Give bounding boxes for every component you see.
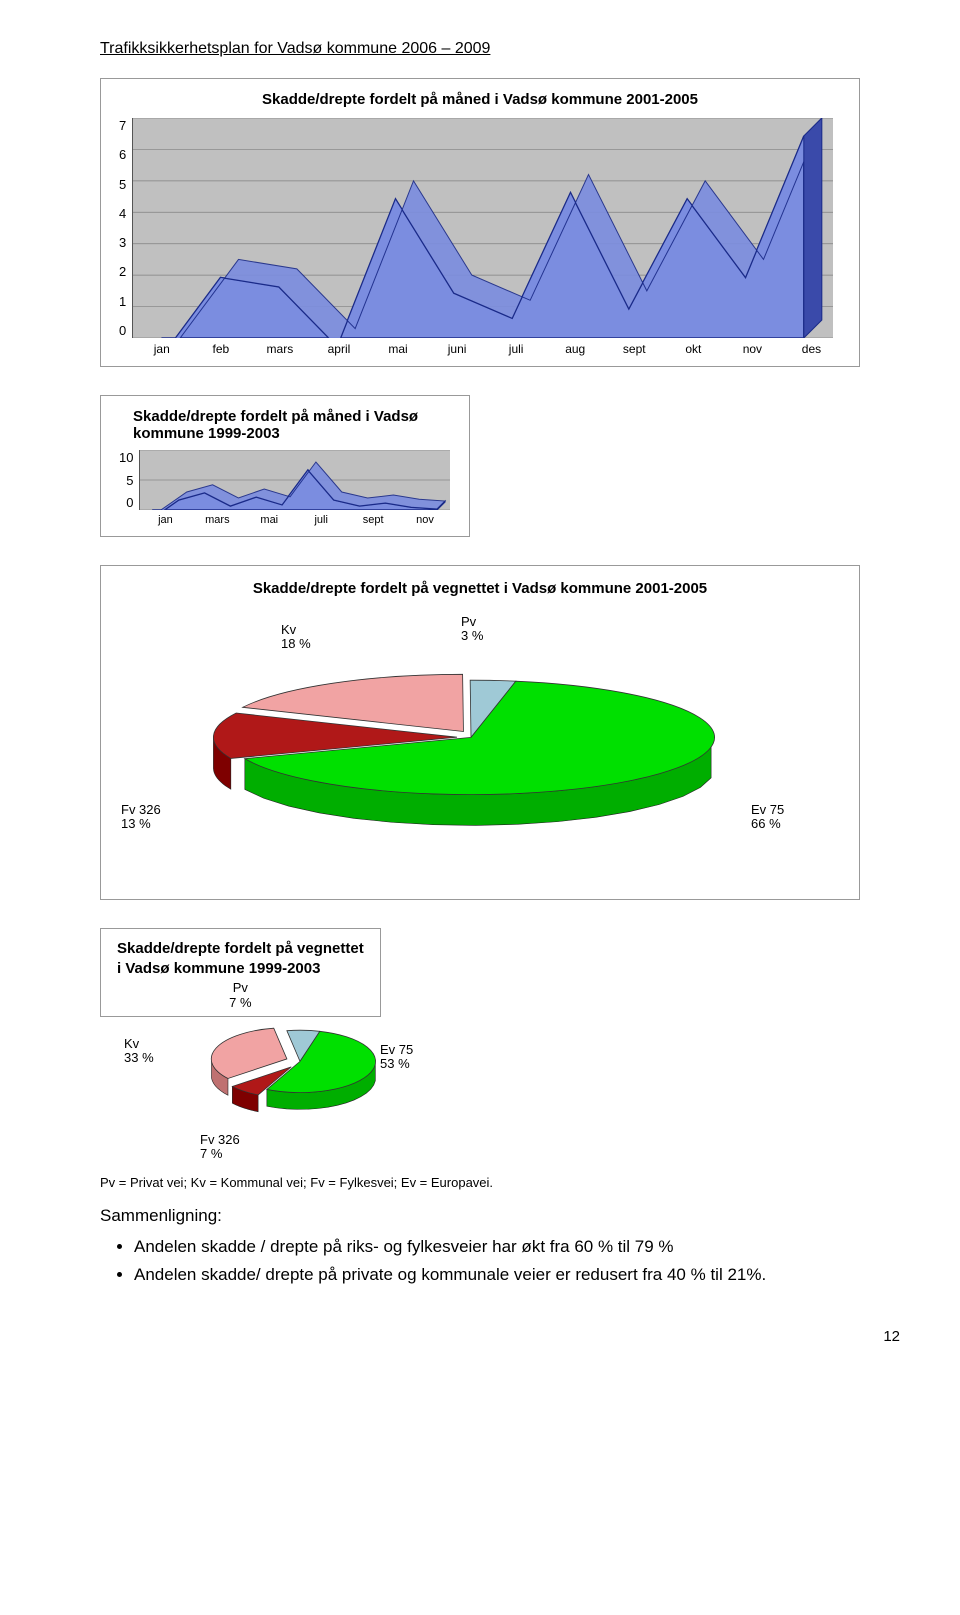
chart2-title: Skadde/drepte fordelt på måned i Vadsø k… bbox=[133, 408, 451, 442]
comparison-section: Sammenligning: Andelen skadde / drepte p… bbox=[100, 1204, 900, 1288]
pie1-chart bbox=[181, 645, 761, 865]
chart-monthly-2001-2005: Skadde/drepte fordelt på måned i Vadsø k… bbox=[100, 78, 860, 367]
pie2-label-kv: Kv 33 % bbox=[124, 1037, 154, 1066]
pie1-label-fv: Fv 326 13 % bbox=[121, 803, 161, 832]
chart2-x-axis: jan mars mai juli sept nov bbox=[139, 510, 451, 526]
pie1-title: Skadde/drepte fordelt på vegnettet i Vad… bbox=[121, 580, 839, 597]
pie2-label-fv: Fv 326 7 % bbox=[200, 1133, 240, 1162]
page-header: Trafikksikkerhetsplan for Vadsø kommune … bbox=[100, 40, 900, 58]
legend-abbreviations: Pv = Privat vei; Kv = Kommunal vei; Fv =… bbox=[100, 1175, 900, 1190]
comparison-heading: Sammenligning: bbox=[100, 1206, 222, 1225]
comparison-bullet-2: Andelen skadde/ drepte på private og kom… bbox=[134, 1263, 900, 1288]
comparison-bullet-1: Andelen skadde / drepte på riks- og fylk… bbox=[134, 1235, 900, 1260]
pie2-title-l1: Skadde/drepte fordelt på vegnettet bbox=[117, 939, 364, 959]
chart1-title: Skadde/drepte fordelt på måned i Vadsø k… bbox=[119, 91, 841, 108]
page-number: 12 bbox=[100, 1328, 900, 1345]
chart2-plot bbox=[139, 450, 449, 510]
pie-2001-2005: Skadde/drepte fordelt på vegnettet i Vad… bbox=[100, 565, 860, 900]
pie-1999-2003-title-box: Skadde/drepte fordelt på vegnettet i Vad… bbox=[100, 928, 381, 1017]
chart1-plot bbox=[132, 118, 832, 338]
pie2-chart bbox=[210, 1011, 390, 1131]
chart1-x-axis: jan feb mars april mai juni juli aug sep… bbox=[132, 338, 841, 356]
pie1-label-pv: Pv 3 % bbox=[461, 615, 483, 644]
chart1-y-axis: 7 6 5 4 3 2 1 0 bbox=[119, 118, 132, 338]
chart-monthly-1999-2003: Skadde/drepte fordelt på måned i Vadsø k… bbox=[100, 395, 470, 537]
chart2-y-axis: 10 5 0 bbox=[119, 450, 139, 510]
pie2-title-l2: i Vadsø kommune 1999-2003 bbox=[117, 959, 364, 979]
